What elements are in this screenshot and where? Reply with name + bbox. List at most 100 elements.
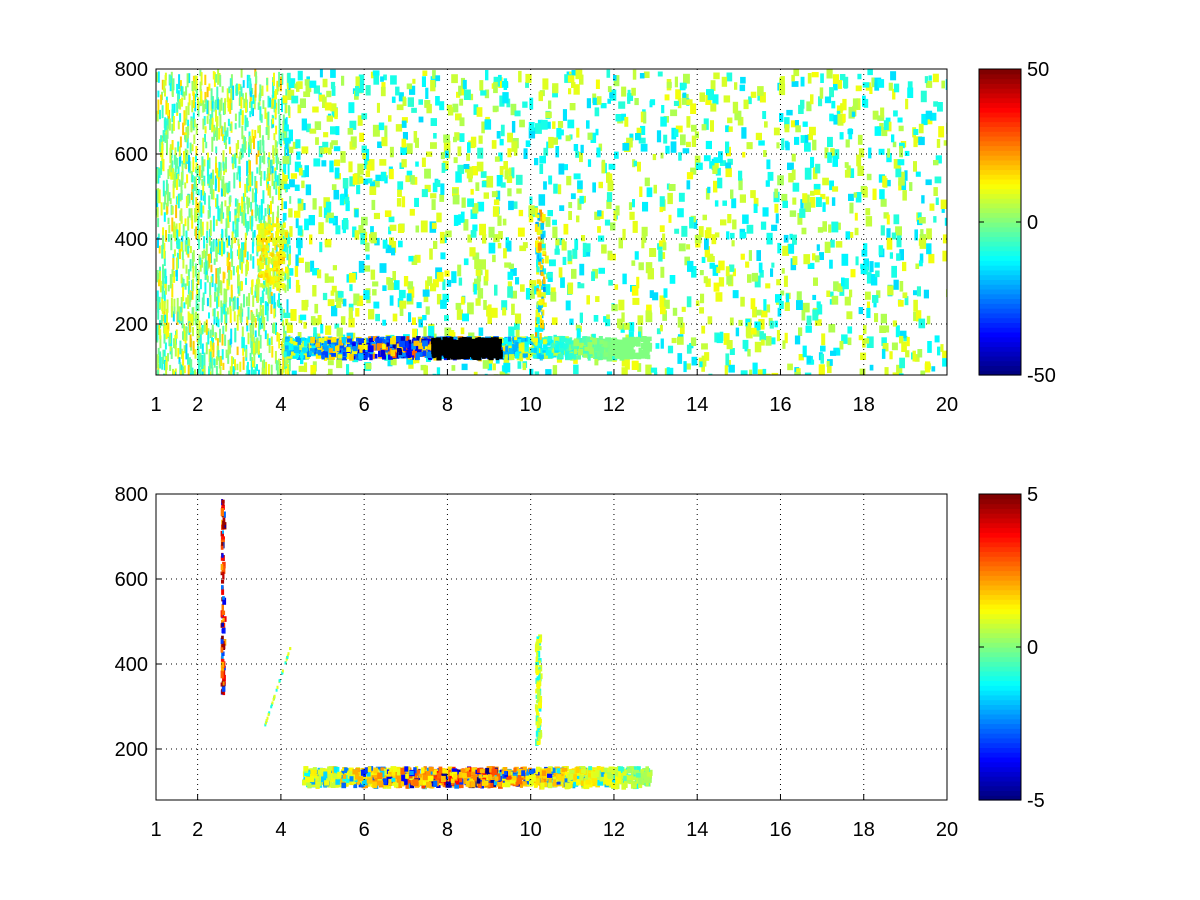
heatmap-cell: [237, 165, 240, 174]
heatmap-cell: [242, 209, 245, 226]
heatmap-cell: [607, 98, 611, 104]
heatmap-cell: [532, 337, 538, 343]
heatmap-cell: [274, 89, 277, 100]
heatmap-cell: [487, 350, 493, 355]
heatmap-cell: [493, 234, 500, 243]
heatmap-cell: [675, 89, 681, 100]
heatmap-cell: [267, 111, 270, 126]
heatmap-cell: [447, 343, 454, 349]
heatmap-cell: [357, 163, 364, 175]
heatmap-cell: [637, 315, 644, 325]
heatmap-cell: [511, 303, 515, 315]
heatmap-cell: [907, 81, 913, 93]
heatmap-cell: [571, 82, 576, 88]
heatmap-cell: [180, 180, 183, 195]
heatmap-cell: [505, 240, 512, 252]
heatmap-cell: [566, 175, 572, 186]
heatmap-cell: [243, 98, 246, 109]
heatmap-cell: [326, 115, 333, 122]
heatmap-cell: [178, 238, 181, 253]
heatmap-cell: [668, 184, 676, 191]
heatmap-cell: [828, 324, 836, 333]
heatmap-cell: [189, 313, 192, 323]
heatmap-cell: [275, 141, 278, 148]
heatmap-cell: [157, 218, 160, 228]
heatmap-cell: [318, 206, 323, 217]
heatmap-cell: [450, 353, 456, 360]
heatmap-cell: [288, 254, 291, 266]
heatmap-cell: [348, 317, 355, 328]
heatmap-cell: [839, 132, 844, 140]
heatmap-cell: [423, 326, 427, 339]
heatmap-cell: [281, 366, 284, 375]
heatmap-cell: [704, 246, 710, 258]
heatmap-cell: [723, 95, 731, 103]
heatmap-cell: [412, 317, 416, 325]
heatmap-cell: [398, 240, 403, 248]
heatmap-cell: [241, 281, 243, 291]
heatmap-cell: [156, 168, 159, 184]
heatmap-cell: [191, 144, 194, 152]
heatmap-cell: [397, 189, 402, 197]
heatmap-cell: [201, 156, 204, 168]
heatmap-cell: [283, 201, 287, 209]
heatmap-cell: [575, 69, 583, 80]
heatmap-cell: [263, 317, 266, 332]
heatmap-cell: [865, 208, 871, 216]
heatmap-cell: [211, 136, 214, 152]
heatmap-cell: [582, 248, 587, 257]
heatmap-cell: [827, 291, 834, 297]
heatmap-cell: [331, 305, 338, 317]
heatmap-cell: [256, 278, 260, 283]
heatmap-cell: [579, 338, 585, 343]
heatmap-cell: [371, 343, 376, 351]
heatmap-cell: [262, 140, 265, 153]
heatmap-cell: [837, 80, 843, 89]
heatmap-cell: [229, 146, 232, 154]
heatmap-cell: [192, 266, 195, 279]
heatmap-cell: [195, 207, 198, 222]
heatmap-cell: [192, 327, 194, 337]
heatmap-cell: [289, 196, 292, 204]
heatmap-cell: [237, 265, 239, 277]
heatmap-cell: [547, 210, 553, 217]
heatmap-cell: [856, 98, 861, 110]
heatmap-cell: [370, 269, 376, 280]
heatmap-cell: [460, 327, 465, 335]
heatmap-cell: [750, 327, 757, 335]
heatmap-cell: [817, 227, 824, 233]
heatmap-cell: [867, 69, 873, 76]
heatmap-cell: [288, 208, 293, 218]
heatmap-cell: [188, 322, 191, 333]
heatmap-cell: [889, 252, 893, 259]
heatmap-cell: [645, 262, 653, 274]
heatmap-cell: [532, 354, 537, 359]
heatmap-cell: [192, 370, 195, 375]
heatmap-cell: [483, 347, 489, 355]
heatmap-cell: [705, 278, 711, 287]
heatmap-cell: [156, 354, 159, 369]
heatmap-cell: [294, 161, 301, 172]
heatmap-cell: [778, 83, 786, 96]
heatmap-cell: [432, 70, 436, 79]
heatmap-cell: [863, 325, 867, 334]
heatmap-cell: [407, 354, 411, 359]
heatmap-cell: [281, 97, 283, 113]
heatmap-cell: [256, 374, 259, 375]
heatmap-cell: [406, 143, 413, 155]
heatmap-cell: [757, 369, 765, 375]
heatmap-cell: [916, 310, 922, 322]
heatmap-cell: [440, 299, 447, 309]
heatmap-cell: [439, 101, 445, 111]
heatmap-cell: [269, 287, 272, 299]
heatmap-cell: [563, 343, 568, 349]
heatmap-cell: [454, 132, 460, 141]
heatmap-cell: [266, 306, 269, 322]
heatmap-cell: [240, 86, 243, 97]
heatmap-cell: [361, 338, 367, 345]
heatmap-cell: [928, 75, 932, 81]
heatmap-cell: [557, 121, 564, 128]
heatmap-cell: [257, 289, 259, 303]
heatmap-cell: [337, 291, 344, 298]
heatmap-cell: [931, 366, 936, 372]
